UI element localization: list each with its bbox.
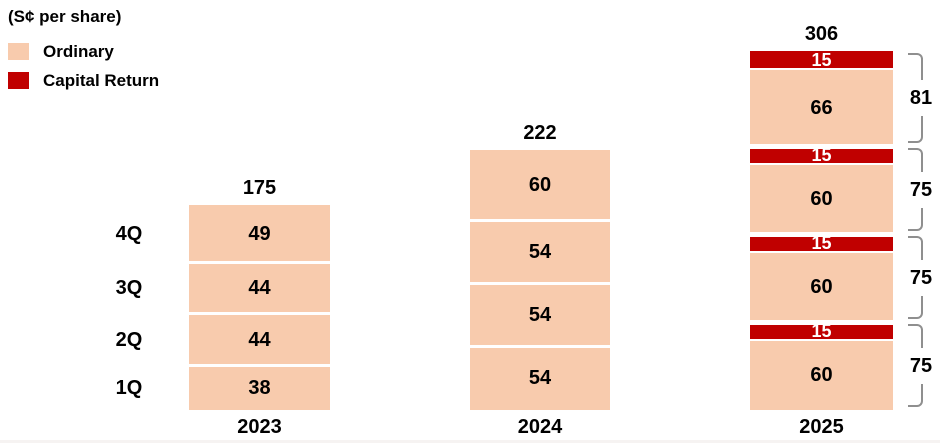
segment-divider	[750, 250, 893, 253]
group-bracket: 75	[908, 324, 934, 407]
segment-divider	[750, 319, 893, 325]
bar-total-label: 222	[523, 121, 557, 144]
year-label: 2023	[237, 416, 282, 438]
bar-segment-ordinary: 38	[189, 365, 330, 410]
segment-divider	[750, 231, 893, 237]
segment-divider	[750, 67, 893, 70]
quarter-label: 2Q	[115, 328, 143, 351]
legend: Ordinary Capital Return	[8, 43, 159, 89]
bar-segment-ordinary: 54	[470, 346, 610, 410]
group-total-label: 75	[908, 259, 934, 296]
group-bracket: 75	[908, 236, 934, 320]
year-label: 2024	[517, 416, 563, 438]
segment-divider	[470, 281, 610, 285]
bar-segment-ordinary: 49	[189, 204, 330, 263]
group-total-label: 75	[908, 171, 934, 208]
bar-total-label: 175	[242, 176, 277, 199]
quarter-label: 1Q	[115, 376, 143, 399]
bar-segment-ordinary: 60	[750, 251, 893, 323]
bar-segment-ordinary: 66	[750, 68, 893, 147]
group-total-label: 75	[908, 347, 934, 384]
legend-swatch-capital-return	[8, 72, 29, 89]
bar-segment-capital: 15	[750, 234, 893, 252]
group-bracket: 75	[908, 148, 934, 232]
bar-segment-ordinary: 44	[189, 313, 330, 366]
year-label: 2025	[799, 416, 844, 438]
segment-divider	[189, 312, 330, 316]
bar-segment-capital: 15	[750, 146, 893, 164]
legend-label-ordinary: Ordinary	[43, 42, 114, 61]
legend-swatch-ordinary	[8, 43, 29, 60]
segment-divider	[750, 162, 893, 165]
chart-title: (S¢ per share)	[8, 7, 122, 26]
segment-divider	[189, 260, 330, 264]
bar-total-label: 306	[804, 23, 839, 46]
group-bracket: 81	[908, 53, 934, 144]
segment-divider	[470, 345, 610, 349]
segment-divider	[470, 218, 610, 222]
bar-segment-ordinary: 54	[470, 220, 610, 284]
quarter-label: 4Q	[115, 222, 143, 245]
segment-divider	[189, 363, 330, 367]
bar-segment-ordinary: 54	[470, 283, 610, 347]
bar-segment-ordinary: 60	[750, 163, 893, 235]
bar-segment-capital: 15	[750, 51, 893, 69]
legend-item-ordinary: Ordinary	[8, 43, 159, 60]
legend-label-capital-return: Capital Return	[43, 71, 160, 90]
quarter-label: 3Q	[115, 277, 143, 300]
bar-segment-capital: 15	[750, 322, 893, 340]
bar-segment-ordinary: 60	[750, 339, 893, 410]
bottom-divider	[0, 440, 940, 443]
segment-divider	[750, 338, 893, 341]
group-total-label: 81	[908, 80, 934, 117]
segment-divider	[750, 143, 893, 149]
bar-segment-ordinary: 60	[470, 149, 610, 221]
bar-segment-ordinary: 44	[189, 262, 330, 314]
legend-item-capital-return: Capital Return	[8, 72, 159, 89]
